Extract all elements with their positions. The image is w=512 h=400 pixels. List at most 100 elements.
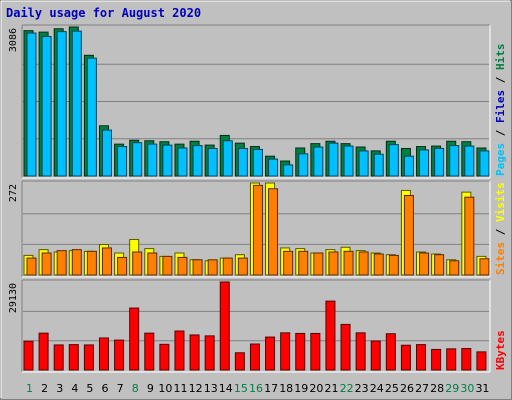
bar-files-day-1	[26, 32, 37, 177]
bar-sites-day-1	[26, 257, 37, 276]
bar-files-day-30	[464, 145, 475, 177]
day-label-1: 1	[26, 382, 33, 395]
bar-files-day-14	[222, 140, 233, 177]
bar-kbytes-day-23	[355, 332, 366, 371]
bar-sites-day-22	[343, 250, 354, 276]
bar-kbytes-day-15	[234, 352, 245, 371]
bar-kbytes-day-28	[431, 348, 442, 371]
bar-sites-day-21	[328, 251, 339, 276]
bar-sites-day-17	[268, 188, 279, 276]
side-label-part: /	[494, 222, 507, 242]
day-label-7: 7	[117, 382, 124, 395]
day-label-15: 15	[234, 382, 248, 395]
bar-kbytes-day-24	[370, 340, 381, 371]
side-label-part: KBytes	[494, 330, 507, 370]
day-label-3: 3	[56, 382, 63, 395]
bar-sites-day-5	[86, 250, 97, 276]
day-label-10: 10	[158, 382, 172, 395]
day-label-19: 19	[294, 382, 308, 395]
bar-sites-day-2	[41, 252, 52, 276]
day-label-30: 30	[460, 382, 474, 395]
bar-files-day-22	[343, 145, 354, 177]
panel-max-label: 3086	[8, 28, 19, 52]
bar-sites-day-25	[388, 254, 399, 276]
chart-panels: 3086 Pages / Files / Hits 272 Sites / Visit…	[8, 24, 507, 373]
bar-kbytes-day-4	[68, 344, 79, 371]
bar-files-day-25	[388, 144, 399, 177]
panel-side-label: KBytes	[494, 330, 507, 370]
bar-files-day-23	[358, 150, 369, 177]
day-label-16: 16	[249, 382, 263, 395]
day-label-26: 26	[400, 382, 414, 395]
day-label-18: 18	[279, 382, 293, 395]
bar-kbytes-day-8	[129, 307, 140, 371]
day-label-9: 9	[147, 382, 154, 395]
bar-kbytes-day-31	[476, 351, 487, 371]
day-label-8: 8	[132, 382, 139, 395]
bar-files-day-2	[41, 35, 52, 177]
bar-kbytes-day-30	[461, 348, 472, 371]
panel-side-label: Pages / Files / Hits	[494, 44, 507, 177]
bar-sites-day-31	[479, 258, 490, 276]
bar-sites-day-9	[147, 252, 158, 276]
bar-kbytes-day-17	[265, 336, 276, 371]
bar-sites-day-3	[56, 250, 67, 276]
bar-sites-day-16	[252, 184, 263, 276]
bar-files-day-20	[313, 146, 324, 177]
bar-kbytes-day-16	[249, 343, 260, 371]
panel-1: 3086 Pages / Files / Hits	[8, 24, 507, 179]
day-label-20: 20	[309, 382, 323, 395]
day-label-6: 6	[102, 382, 109, 395]
bar-sites-day-27	[419, 252, 430, 276]
bar-sites-day-19	[298, 250, 309, 276]
chart-title: Daily usage for August 2020	[6, 6, 201, 20]
side-label-part: Sites	[494, 242, 507, 275]
bar-sites-day-20	[313, 252, 324, 276]
bar-kbytes-day-21	[325, 300, 336, 371]
bar-kbytes-day-13	[204, 335, 215, 371]
bar-sites-day-18	[283, 250, 294, 276]
panel-side-label: Sites / Visits	[494, 182, 507, 275]
bar-kbytes-day-19	[295, 332, 306, 371]
bar-sites-day-26	[403, 195, 414, 276]
bar-sites-day-11	[177, 256, 188, 276]
bar-sites-day-14	[222, 257, 233, 276]
bar-files-day-8	[132, 142, 143, 177]
bar-files-day-24	[373, 153, 384, 177]
panel-2: 272 Sites / Visits	[8, 180, 507, 278]
bar-files-day-27	[419, 149, 430, 177]
bar-kbytes-day-27	[416, 344, 427, 371]
series-sites	[26, 184, 490, 276]
bar-kbytes-day-11	[174, 330, 185, 371]
bar-files-day-11	[177, 147, 188, 177]
bar-kbytes-day-6	[98, 337, 109, 371]
day-label-21: 21	[324, 382, 338, 395]
bar-files-day-6	[101, 129, 112, 177]
bar-files-day-19	[298, 153, 309, 177]
bar-sites-day-4	[71, 249, 82, 276]
day-label-25: 25	[385, 382, 399, 395]
day-label-5: 5	[86, 382, 93, 395]
panel-3: 29130 KBytes	[8, 279, 507, 373]
day-label-4: 4	[71, 382, 78, 395]
bar-files-day-28	[434, 147, 445, 177]
bar-kbytes-day-7	[114, 339, 125, 371]
bar-files-day-5	[86, 57, 97, 177]
bar-sites-day-10	[162, 255, 173, 276]
bar-files-day-18	[283, 164, 294, 177]
bar-sites-day-30	[464, 196, 475, 276]
day-labels: 1 2 3 4 5 6 7 8 9 10 11 12 13 14 15 16 17 18 19 20 21 22 23 24 2…	[26, 382, 489, 395]
bar-sites-day-29	[449, 260, 460, 276]
bar-kbytes-day-26	[400, 344, 411, 371]
bar-kbytes-day-12	[189, 334, 200, 371]
day-label-13: 13	[204, 382, 218, 395]
bar-kbytes-day-18	[280, 332, 291, 371]
bar-files-day-4	[71, 30, 82, 177]
bar-sites-day-24	[373, 253, 384, 276]
day-label-23: 23	[355, 382, 369, 395]
bar-sites-day-7	[117, 256, 128, 276]
bar-files-day-29	[449, 145, 460, 177]
day-label-27: 27	[415, 382, 429, 395]
bar-files-day-9	[147, 143, 158, 177]
